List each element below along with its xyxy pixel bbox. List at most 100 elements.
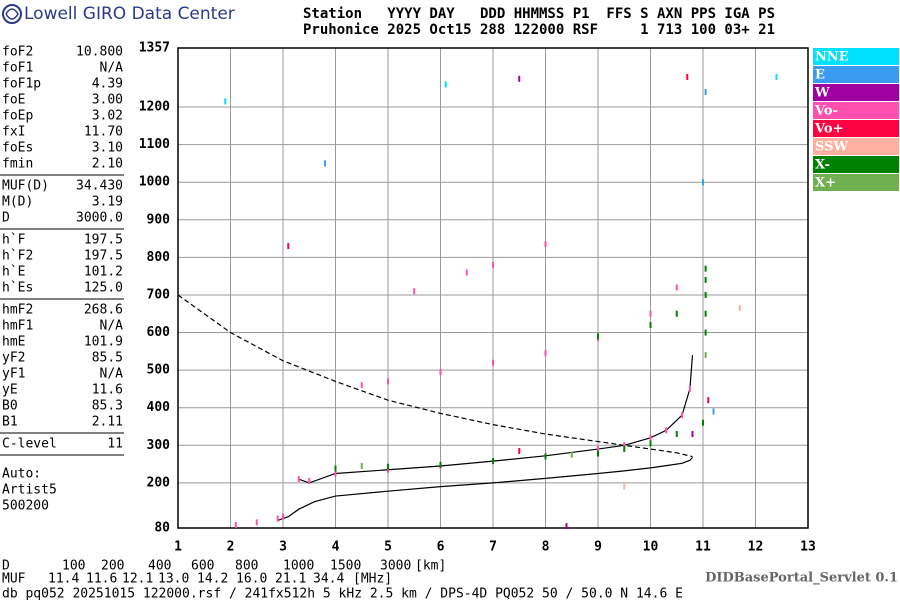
row-value: 600 bbox=[191, 559, 214, 574]
legend-swatch bbox=[813, 120, 899, 137]
param-name: foEp bbox=[2, 109, 33, 124]
legend-swatch bbox=[813, 66, 899, 83]
x-tick-label: 6 bbox=[437, 540, 445, 555]
x-tick-label: 11 bbox=[695, 540, 711, 555]
param-name: hmF1 bbox=[2, 319, 33, 334]
legend-swatch bbox=[813, 174, 899, 191]
row-value: 11.4 bbox=[48, 572, 79, 587]
trace-point bbox=[702, 179, 704, 186]
param-name: h`F bbox=[2, 233, 26, 248]
row-value: 14.2 bbox=[197, 572, 228, 587]
param-value: N/A bbox=[100, 319, 124, 334]
trace-point bbox=[597, 450, 599, 457]
x-tick-label: 2 bbox=[227, 540, 235, 555]
row-value: 800 bbox=[235, 559, 258, 574]
param-name: B1 bbox=[2, 415, 18, 430]
param-name: h`E bbox=[2, 265, 25, 280]
trace-point bbox=[675, 284, 678, 291]
trace-point bbox=[688, 385, 691, 392]
trace-point bbox=[707, 397, 710, 404]
trace-point bbox=[224, 98, 227, 105]
footer-info: db pq052 20251015 122000.rsf / 241fx512h… bbox=[2, 587, 683, 600]
param-name: h`F2 bbox=[2, 249, 33, 264]
row-value: 12.1 bbox=[122, 572, 153, 587]
param-name: foF1 bbox=[2, 61, 33, 76]
auto-text: Auto: bbox=[2, 467, 41, 482]
param-value: 2.10 bbox=[92, 157, 123, 172]
trace-point bbox=[675, 310, 678, 317]
trace-point bbox=[704, 276, 707, 283]
y-tick-label: 800 bbox=[147, 250, 171, 265]
param-value: 4.39 bbox=[92, 77, 123, 92]
legend-swatch bbox=[813, 48, 899, 65]
trace-point bbox=[704, 329, 707, 336]
x-tick-label: 3 bbox=[279, 540, 287, 555]
trace-point bbox=[444, 81, 447, 88]
param-value: 85.5 bbox=[92, 351, 123, 366]
param-value: N/A bbox=[100, 367, 124, 382]
x-tick-label: 1 bbox=[174, 540, 182, 555]
param-name: hmF2 bbox=[2, 303, 33, 318]
trace-point bbox=[324, 160, 326, 167]
row-label: D bbox=[2, 559, 10, 574]
row-value: 21.1 bbox=[275, 572, 306, 587]
logo bbox=[2, 4, 22, 24]
param-value: 34.430 bbox=[76, 179, 123, 194]
y-tick-label: 1000 bbox=[139, 175, 170, 190]
trace-point bbox=[287, 243, 290, 250]
trace-point bbox=[492, 458, 494, 465]
row-value: 100 bbox=[62, 559, 85, 574]
x-tick-label: 5 bbox=[384, 540, 392, 555]
x-tick-label: 4 bbox=[332, 540, 340, 555]
trace-point bbox=[334, 465, 337, 472]
trace-point bbox=[597, 333, 599, 340]
y-tick-label: 200 bbox=[147, 475, 171, 490]
row-unit: [km] bbox=[415, 559, 446, 574]
trace-point bbox=[649, 310, 652, 317]
auto-text: Artist5 bbox=[2, 483, 57, 498]
trace-point bbox=[297, 476, 300, 483]
row-value: 13.0 bbox=[158, 572, 189, 587]
param-name: yF1 bbox=[2, 367, 25, 382]
profile-line bbox=[177, 294, 693, 458]
logo-swirl bbox=[5, 8, 19, 20]
param-name: yE bbox=[2, 383, 18, 398]
y-tick-label: 900 bbox=[147, 212, 171, 227]
trace-point bbox=[360, 462, 363, 469]
y-tick-label: 1100 bbox=[139, 137, 170, 152]
trace-point bbox=[544, 350, 547, 357]
trace-point bbox=[675, 431, 678, 438]
param-name: foEs bbox=[2, 141, 33, 156]
y-tick-label: 400 bbox=[147, 400, 171, 415]
trace-point bbox=[492, 261, 494, 268]
trace-point bbox=[704, 352, 707, 359]
x-tick-label: 9 bbox=[594, 540, 602, 555]
param-value: 11.6 bbox=[92, 383, 123, 398]
trace-point bbox=[544, 241, 547, 248]
param-name: D bbox=[2, 211, 10, 226]
y-tick-label: 700 bbox=[147, 287, 171, 302]
trace-point bbox=[282, 513, 284, 520]
param-name: fmin bbox=[2, 157, 33, 172]
profile-line bbox=[277, 456, 693, 522]
row-value: 1500 bbox=[330, 559, 361, 574]
legend-label: Vo+ bbox=[814, 122, 843, 137]
trace-point bbox=[704, 265, 707, 272]
row-value: 11.6 bbox=[86, 572, 117, 587]
trace-point bbox=[387, 466, 389, 473]
trace-point bbox=[360, 382, 363, 389]
x-tick-label: 7 bbox=[489, 540, 497, 555]
param-name: M(D) bbox=[2, 195, 33, 210]
legend-label: W bbox=[814, 86, 830, 101]
trace-point bbox=[255, 519, 258, 526]
legend-swatch bbox=[813, 102, 899, 119]
param-value: 197.5 bbox=[84, 233, 123, 248]
trace-point bbox=[704, 310, 707, 317]
param-name: B0 bbox=[2, 399, 18, 414]
trace-point bbox=[387, 463, 389, 470]
legend-label: NNE bbox=[815, 50, 849, 65]
param-value: 11 bbox=[107, 437, 123, 452]
x-tick-label: 10 bbox=[643, 540, 659, 555]
